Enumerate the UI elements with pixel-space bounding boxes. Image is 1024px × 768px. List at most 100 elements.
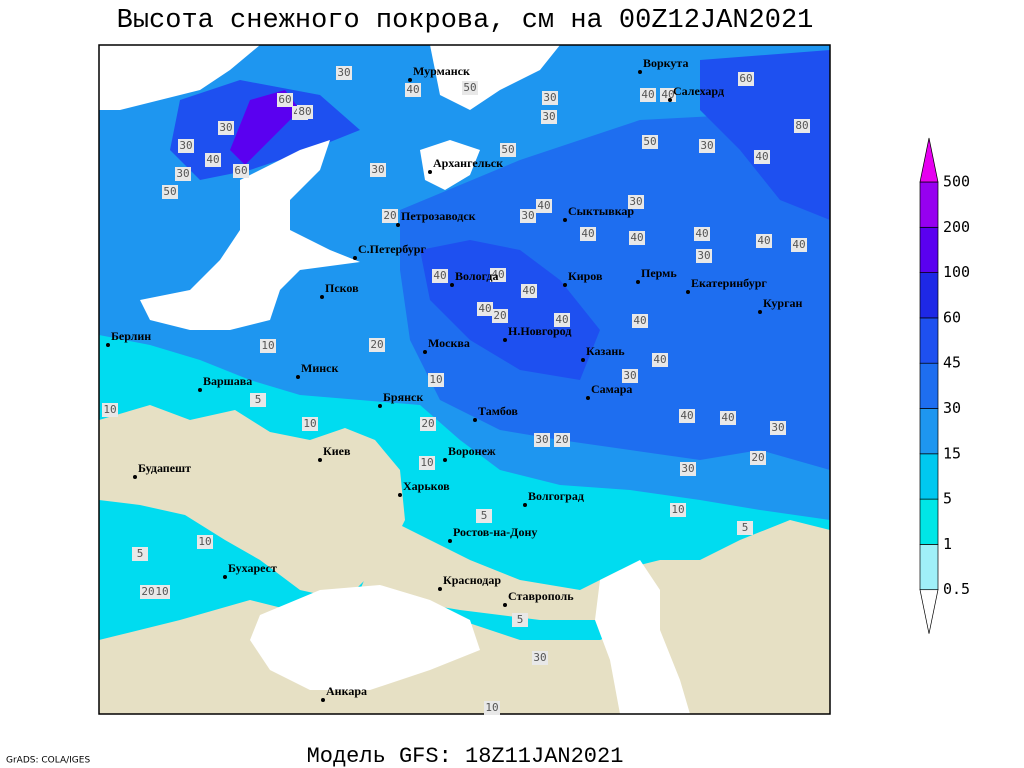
contour-label: 50 [501,143,514,156]
title: Высота снежного покрова, см на 00Z12JAN2… [117,6,814,36]
contour-label-bg [699,139,715,153]
sea [140,140,360,330]
contour-label-bg [250,393,266,407]
contour-label: 60 [234,164,247,177]
contour-label: 40 [555,313,568,326]
contour-label: 30 [771,421,784,434]
contour-label-bg [512,613,528,627]
contour-label: 40 [491,268,504,281]
city-label: Волгоград [528,489,584,503]
contour-label-bg [178,139,194,153]
contour-label: 20 [751,451,764,464]
contour-label: 30 [681,462,694,475]
contour-label: 10 [261,339,274,352]
city-dot [321,698,325,702]
sea [250,585,480,690]
city-dot [408,78,412,82]
contour-label: 10 [198,535,211,548]
city-dot [448,539,452,543]
sea [595,560,690,714]
city-label: Вологда [455,269,499,283]
colorbar-band [919,317,939,364]
colorbar-band [919,362,939,409]
city-dot [398,493,402,497]
city-label: Бухарест [228,561,277,575]
contour-label-bg [382,209,398,223]
colorbar-label: 45 [943,354,961,372]
city-dot [198,388,202,392]
contour-label-bg [628,195,644,209]
colorbar-label: 500 [943,173,970,191]
contour-label-bg [432,269,448,283]
city-label: Н.Новгород [508,324,571,338]
contour-label: 40 [755,150,768,163]
snow-100 [230,90,300,165]
city-dot [503,603,507,607]
city-dot [320,295,324,299]
city-dot [586,396,590,400]
city-dot [318,458,322,462]
contour-label: 40 [641,88,654,101]
contour-label: 20 [555,433,568,446]
city-label: Брянск [383,390,423,404]
contour-label: 10 [671,503,684,516]
contour-label-bg [500,143,516,157]
contour-label-bg [154,585,170,599]
contour-label-bg [629,231,645,245]
contour-label: 5 [481,509,488,522]
contour-label: 30 [543,91,556,104]
contour-label: 30 [535,433,548,446]
contour-label: 30 [629,195,642,208]
city-dot [396,223,400,227]
contour-label: 20 [493,309,506,322]
colorbar-over [919,137,939,183]
contour-label-bg [754,150,770,164]
contour-label-bg [652,353,668,367]
contour-label: 30 [179,139,192,152]
contour-label: 10 [303,417,316,430]
colorbar-label: 0.5 [943,580,970,598]
contour-label-bg [369,338,385,352]
city-label: Краснодар [443,573,501,587]
city-dot [106,343,110,347]
colorbar-band [919,453,939,500]
contour-label-bg [476,509,492,523]
contour-label-bg [534,433,550,447]
contour-label: 40 [522,284,535,297]
contour-label-bg [791,238,807,252]
contour-label: 20 [141,585,154,598]
city-label: Пермь [641,266,677,280]
contour-label: 40 [630,231,643,244]
contour-label: 50 [463,81,476,94]
colorbar-label: 30 [943,399,961,417]
contour-label-bg [660,88,676,102]
city-label: Минск [301,361,338,375]
city-dot [443,458,447,462]
contour-label: 40 [406,83,419,96]
contour-label: 40 [653,353,666,366]
colorbar-band [919,226,939,273]
city-dot [636,280,640,284]
contour-label: 30 [700,139,713,152]
contour-label-bg [490,268,506,282]
colorbar-band [919,498,939,545]
contour-label-bg [218,121,234,135]
contour-label-bg [419,456,435,470]
contour-label: 50 [643,135,656,148]
city-dot [668,98,672,102]
contour-label: 5 [137,547,144,560]
city-dot [686,290,690,294]
city-label: Анкара [326,684,367,698]
city-dot [473,418,477,422]
contour-label: 40 [537,199,550,212]
contour-label: 40 [633,314,646,327]
contour-label-bg [737,521,753,535]
city-label: Псков [325,281,359,295]
city-label: Ставрополь [508,589,574,603]
map-frame [98,44,831,715]
contour-label-bg [175,167,191,181]
city-label: Архангельск [433,156,503,170]
contour-label: 20 [383,209,396,222]
colorbar-band [919,181,939,228]
contour-label-bg [520,209,536,223]
